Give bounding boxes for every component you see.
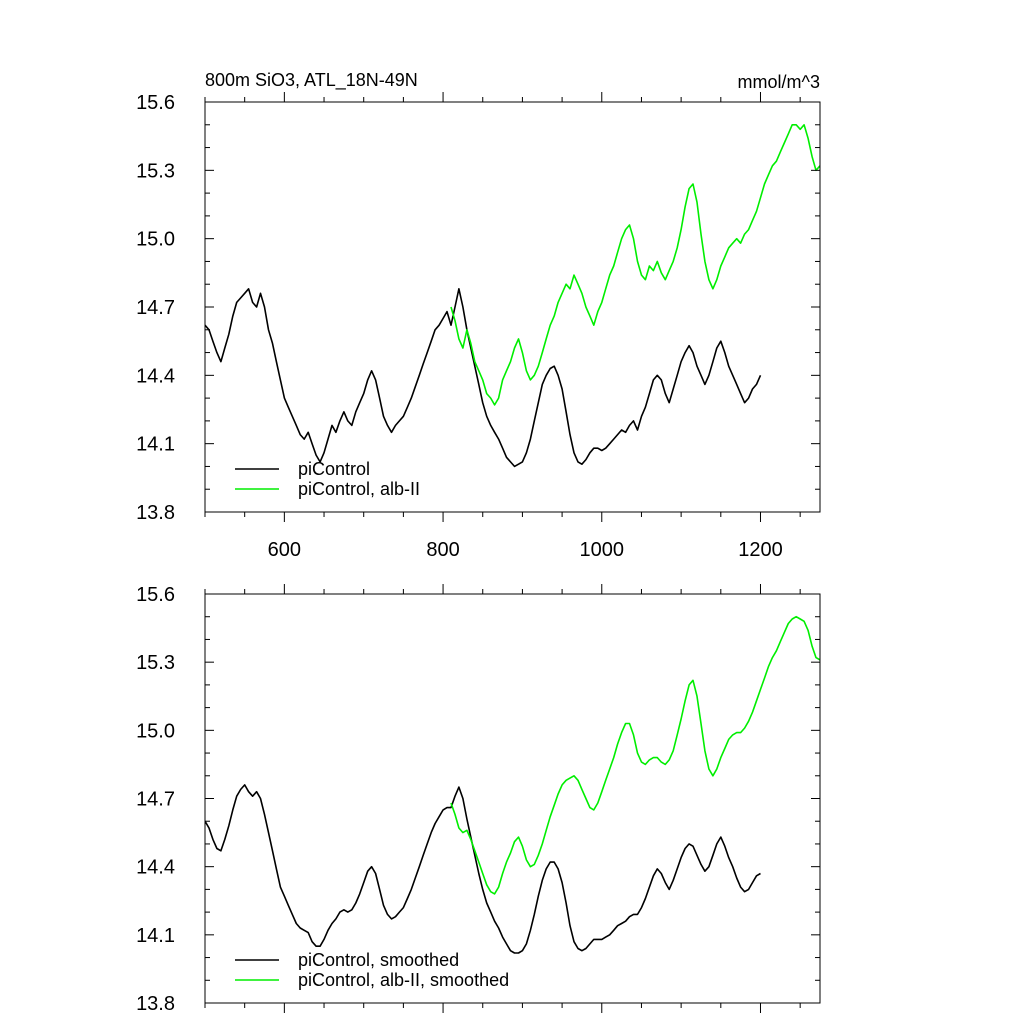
series-line-0 [205,288,762,468]
y-tick-label: 15.0 [136,720,175,742]
x-tick-label: 600 [268,539,301,561]
series-line-1 [450,124,820,406]
series-group [205,124,820,468]
series-group [205,615,820,954]
bottom-panel: 13.8 14.1 14.4 14.7 15.0 15.3 15.6 piControl, s… [136,584,821,1015]
y-tick-label: 15.6 [136,584,175,606]
y-tick-label: 15.6 [136,92,175,114]
y-tick-label: 14.7 [136,297,175,319]
plot-frame [204,101,821,513]
y-tick-label: 14.4 [136,365,175,387]
legend-entry-0: piControl, smoothed [298,950,459,970]
x-tick-label: 800 [426,539,459,561]
y-tick-label: 15.3 [136,160,175,182]
series-line-0 [205,784,761,954]
x-tick-label: 1000 [580,539,625,561]
legend-entry-1: piControl, alb-II [298,479,420,499]
plot-frame [204,593,821,1004]
y-tick-label: 13.8 [136,993,175,1015]
y-tick-label: 15.3 [136,652,175,674]
top-panel: 800m SiO3, ATL_18N-49N mmol/m^3 13.8 14.1 14… [136,70,821,561]
units-label: mmol/m^3 [738,72,820,92]
chart-title: 800m SiO3, ATL_18N-49N [205,70,418,91]
y-tick-label: 14.1 [136,925,175,947]
legend-entry-1: piControl, alb-II, smoothed [298,970,509,990]
y-tick-label: 14.4 [136,857,175,879]
x-tick-label: 1200 [738,539,783,561]
y-tick-label: 13.8 [136,502,175,524]
y-tick-label: 14.1 [136,434,175,456]
y-tick-label: 14.7 [136,789,175,811]
series-line-1 [450,615,820,895]
legend-entry-0: piControl [298,459,370,479]
y-tick-label: 15.0 [136,229,175,251]
